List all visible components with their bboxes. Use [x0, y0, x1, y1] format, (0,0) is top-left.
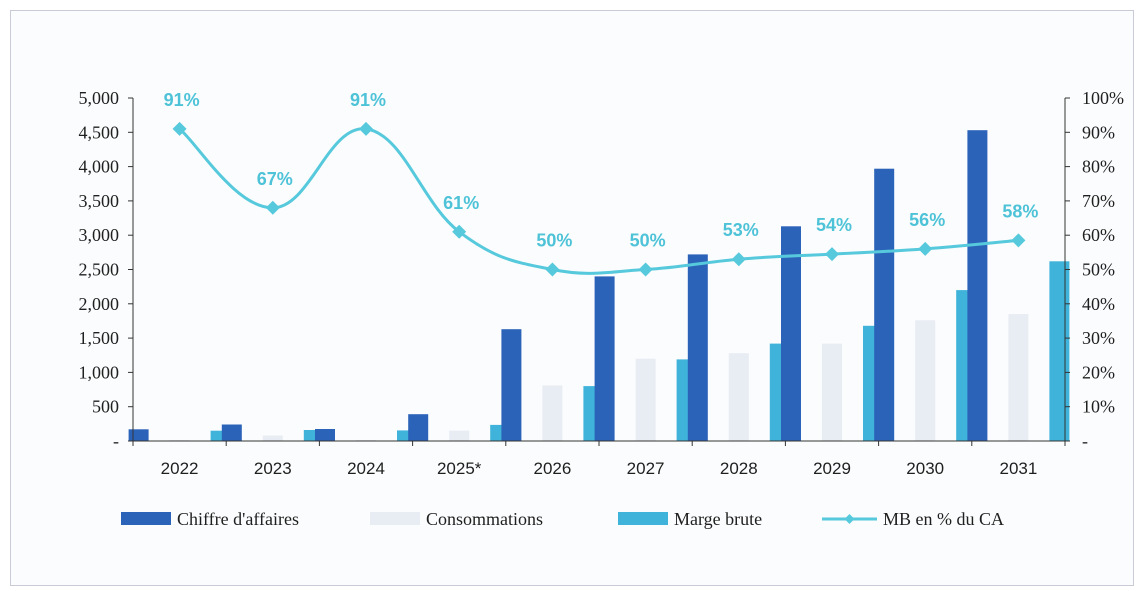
- chart-frame: [10, 10, 1134, 586]
- x-tick-label: 2023: [254, 459, 292, 478]
- line-layer: 91% 67% 91% 61% 50% 50% 53% 54% 56% 58%: [164, 90, 1038, 277]
- line-point-2031: [1011, 233, 1026, 248]
- legend-swatch-consommations: [370, 512, 420, 525]
- right-tick-label: -: [1082, 431, 1088, 451]
- data-label-pct: 58%: [1002, 201, 1038, 221]
- left-tick-label: 4,500: [79, 122, 120, 142]
- data-label-pct: 50%: [630, 231, 666, 251]
- bar-consommations-2023: [262, 435, 283, 441]
- right-tick-label: 20%: [1082, 362, 1115, 382]
- data-label-pct: 54%: [816, 215, 852, 235]
- bar-chiffre-d-affaires-2028: [687, 254, 708, 441]
- right-tick-label: 50%: [1082, 260, 1115, 280]
- bar-chiffre-d-affaires-2031: [967, 130, 988, 441]
- bar-chiffre-d-affaires-2025p: [408, 414, 429, 441]
- x-tick-label: 2026: [533, 459, 571, 478]
- data-label-pct: 61%: [443, 193, 479, 213]
- left-tick-label: 1,500: [79, 328, 120, 348]
- left-tick-label: 2,500: [79, 260, 120, 280]
- legend-label-marge-brute: Marge brute: [674, 509, 762, 529]
- bar-chiffre-d-affaires-2027: [594, 276, 615, 441]
- line-point-2029: [825, 247, 839, 262]
- line-point-2030: [918, 241, 933, 256]
- x-tick-label: 2030: [906, 459, 944, 478]
- data-label-pct: 91%: [350, 90, 386, 110]
- left-tick-label: 4,000: [79, 157, 120, 177]
- data-label-pct: 91%: [164, 90, 200, 110]
- line-point-2022: [172, 121, 187, 136]
- x-tick-label: 2029: [813, 459, 851, 478]
- right-tick-label: 80%: [1082, 157, 1115, 177]
- left-tick-label: 500: [92, 397, 119, 417]
- x-tick-label: 2028: [720, 459, 758, 478]
- line-point-2023: [265, 200, 280, 215]
- right-tick-label: 90%: [1082, 122, 1115, 142]
- line-point-2024: [359, 121, 373, 136]
- legend-label-consommations: Consommations: [426, 509, 543, 529]
- x-tick-label: 2027: [627, 459, 665, 478]
- data-label-pct: 67%: [257, 169, 293, 189]
- bar-chiffre-d-affaires-2026: [501, 329, 522, 441]
- data-label-pct: 53%: [723, 220, 759, 240]
- line-point-2026: [545, 262, 560, 277]
- bar-marge-brute-2024: [397, 430, 417, 441]
- legend-label-mb-en-du-ca: MB en % du CA: [883, 509, 1004, 529]
- bar-marge-brute-2023: [303, 430, 324, 441]
- legend-marker-mb-en-du-ca: [844, 514, 855, 524]
- bar-chiffre-d-affaires-2022: [128, 429, 149, 441]
- bar-consommations-2028: [728, 353, 749, 441]
- left-tick-label: 1,000: [79, 362, 120, 382]
- left-tick-label: 3,000: [79, 225, 120, 245]
- left-tick-label: 2,000: [79, 294, 120, 314]
- bars-layer: [128, 130, 1070, 441]
- data-label-pct: 50%: [536, 231, 572, 251]
- bar-chiffre-d-affaires-2023: [221, 424, 242, 441]
- bar-chiffre-d-affaires-2030: [874, 168, 895, 441]
- left-tick-label: -: [113, 431, 119, 451]
- legend: Chiffre d'affaires Consommations Marge bru…: [121, 509, 1004, 529]
- bar-consommations-2026: [542, 385, 563, 441]
- left-tick-label: 5,000: [79, 88, 120, 108]
- line-point-2025p: [452, 224, 467, 239]
- line-point-2027: [638, 262, 653, 277]
- legend-label-chiffre-d-affaires: Chiffre d'affaires: [177, 509, 299, 529]
- right-tick-label: 60%: [1082, 225, 1115, 245]
- bar-chiffre-d-affaires-2024: [315, 429, 335, 441]
- bar-consommations-2029: [822, 343, 842, 441]
- legend-swatch-chiffre-d-affaires: [121, 512, 171, 525]
- data-label-pct: 56%: [909, 210, 945, 230]
- left-tick-label: 3,500: [79, 191, 120, 211]
- bar-marge-brute-2022: [210, 430, 231, 441]
- legend-swatch-marge-brute: [618, 512, 668, 525]
- right-tick-label: 100%: [1082, 88, 1124, 108]
- line-point-2028: [731, 252, 746, 267]
- axes-layer: - 500 1,000 1,500 2,000 2,500 3,000 3,500 4,000 4…: [79, 88, 1125, 478]
- x-tick-label: 2031: [999, 459, 1037, 478]
- x-tick-label: 2024: [347, 459, 385, 478]
- bar-consommations-2027: [635, 358, 656, 441]
- bar-consommations-2025p: [449, 430, 470, 441]
- right-tick-label: 30%: [1082, 328, 1115, 348]
- right-tick-label: 40%: [1082, 294, 1115, 314]
- x-tick-label: 2022: [161, 459, 199, 478]
- right-tick-label: 70%: [1082, 191, 1115, 211]
- bar-marge-brute-2031: [1049, 261, 1070, 441]
- bar-chiffre-d-affaires-2029: [781, 226, 801, 441]
- bar-consommations-2030: [915, 320, 936, 441]
- bar-consommations-2031: [1008, 314, 1029, 441]
- x-tick-label: 2025*: [437, 459, 482, 478]
- right-tick-label: 10%: [1082, 397, 1115, 417]
